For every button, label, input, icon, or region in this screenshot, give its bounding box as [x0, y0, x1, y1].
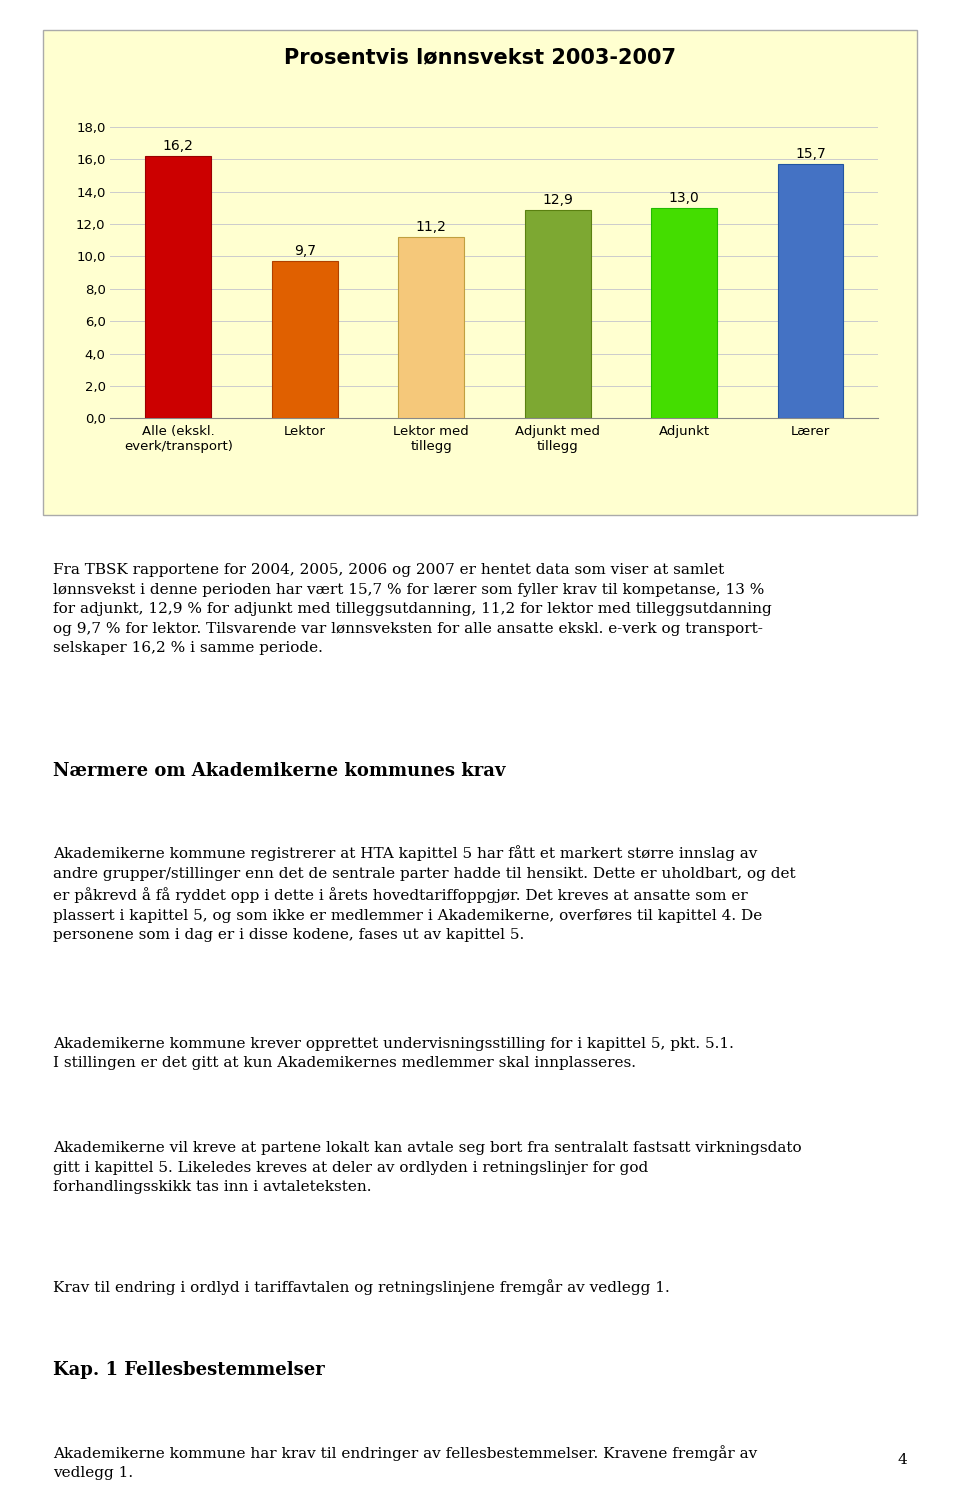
Text: Akademikerne kommune har krav til endringer av fellesbestemmelser. Kravene fremg: Akademikerne kommune har krav til endrin… — [53, 1445, 757, 1481]
Text: Akademikerne kommune registrerer at HTA kapittel 5 har fått et markert større in: Akademikerne kommune registrerer at HTA … — [53, 846, 796, 943]
Bar — [272, 261, 338, 418]
Bar — [651, 208, 717, 418]
Text: Fra TBSK rapportene for 2004, 2005, 2006 og 2007 er hentet data som viser at sam: Fra TBSK rapportene for 2004, 2005, 2006… — [53, 563, 772, 656]
Text: 4: 4 — [898, 1454, 907, 1467]
Text: 12,9: 12,9 — [542, 193, 573, 206]
Text: Nærmere om Akademikerne kommunes krav: Nærmere om Akademikerne kommunes krav — [53, 762, 505, 780]
Text: Prosentvis lønnsvekst 2003-2007: Prosentvis lønnsvekst 2003-2007 — [284, 48, 676, 67]
Text: Akademikerne kommune krever opprettet undervisningsstilling for i kapittel 5, pk: Akademikerne kommune krever opprettet un… — [53, 1037, 733, 1070]
Bar — [525, 209, 590, 418]
Bar — [398, 238, 464, 418]
Text: 11,2: 11,2 — [416, 220, 446, 235]
Text: Krav til endring i ordlyd i tariffavtalen og retningslinjene fremgår av vedlegg : Krav til endring i ordlyd i tariffavtale… — [53, 1279, 669, 1295]
Text: 13,0: 13,0 — [669, 191, 700, 205]
Bar — [778, 164, 844, 418]
Text: 16,2: 16,2 — [163, 139, 194, 154]
Text: Akademikerne vil kreve at partene lokalt kan avtale seg bort fra sentralalt fast: Akademikerne vil kreve at partene lokalt… — [53, 1141, 802, 1194]
Text: 15,7: 15,7 — [795, 148, 826, 161]
Bar — [145, 157, 211, 418]
Text: Kap. 1 Fellesbestemmelser: Kap. 1 Fellesbestemmelser — [53, 1361, 324, 1379]
Text: 9,7: 9,7 — [294, 245, 316, 258]
